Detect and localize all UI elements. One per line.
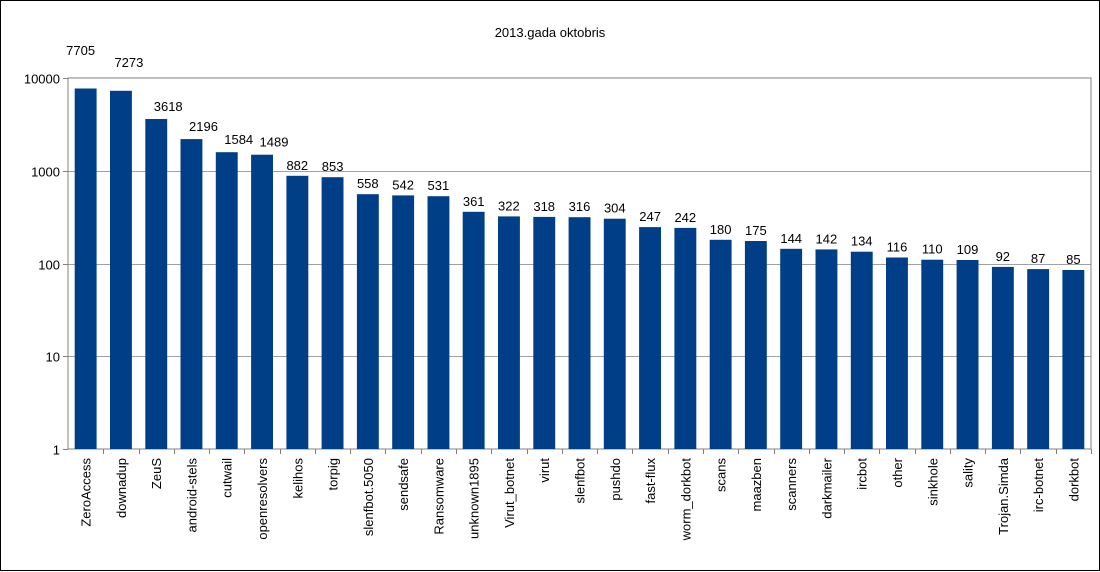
data-label: 110 [922,242,943,257]
x-tick-label: scans [714,458,729,492]
y-tick-label: 10 [46,350,60,365]
x-tick-label: maazben [749,458,764,511]
data-label: 531 [428,178,450,193]
data-labels: 7705 7273 3618 2196 1584 1489 882 853 558 542 531 3… [66,43,1080,267]
x-tick-label: slenfbot.5050 [361,458,376,536]
bar-virut [533,216,556,449]
bar-darkmailer [815,249,838,449]
data-label: 304 [604,201,626,216]
x-tick-label: sality [961,458,976,488]
x-tick-label: virut [537,458,552,483]
data-label: 558 [357,176,379,191]
x-tick-label: openresolvers [255,458,270,540]
bar-openresolvers [251,154,273,449]
x-tick-label: ZeroAccess [79,458,94,527]
x-tick-label: cutwail [220,458,235,498]
x-tick-label: dorkbot [1066,458,1081,502]
bar-irc-botnet [1027,269,1050,449]
bar-downadup [110,90,132,450]
bar-fast-flux [639,227,661,449]
bar-android-stels [180,139,203,449]
data-label: 116 [887,240,908,255]
y-tick-label: 10000 [24,72,60,87]
data-label: 142 [816,231,838,246]
x-tick-label: kelihos [290,458,305,499]
data-label: 853 [322,159,344,174]
bar-zeus [145,119,168,449]
data-label: 318 [533,199,555,214]
x-tick-label: torpig [326,458,341,491]
data-label: 322 [498,198,520,213]
bar-torpig [321,177,344,449]
bar-trojan-simda [991,266,1014,449]
x-tick-label: slenfbot [573,458,588,504]
data-label: 7273 [114,55,143,70]
bar-unknown1895 [462,211,485,449]
data-label: 144 [780,231,802,246]
data-label: 1584 [224,132,253,147]
x-tick-label: sendsafe [396,458,411,511]
bar-worm-dorkbot [674,227,697,449]
data-label: 92 [996,249,1010,264]
y-tick-label: 100 [38,258,60,273]
y-axis: 1 10 100 1000 10000 [24,72,68,458]
x-tick-label: darkmailer [819,457,834,518]
bar-dorkbot [1062,270,1085,449]
x-tick-label: pushdo [608,458,623,501]
x-tick-label: sinkhole [925,458,940,506]
data-label: 3618 [154,99,183,114]
data-label: 316 [569,199,591,214]
bar-ransomware [427,196,450,449]
bar-slenfbot-5050 [356,194,379,449]
x-tick-label: downadup [114,458,129,518]
data-label: 882 [286,158,308,173]
data-label: 7705 [66,43,95,58]
x-tick-label: other [890,457,905,487]
bar-other [886,257,908,449]
data-label: 1489 [260,135,289,150]
chart-title: 2013.gada oktobris [495,25,606,40]
data-label: 85 [1066,252,1080,267]
x-axis: ZeroAccess downadup ZeuS android-stels cutwa… [79,449,1092,541]
x-tick-label: worm_dorkbot [678,458,693,542]
x-tick-label: ZeuS [149,458,164,489]
bar-pushdo [603,218,626,449]
data-label: 247 [639,209,661,224]
data-label: 109 [957,242,979,257]
data-label: 175 [745,223,767,238]
bars [74,88,1085,450]
data-label: 2196 [189,119,218,134]
x-tick-label: ircbot [855,458,870,490]
data-label: 87 [1031,251,1045,266]
x-tick-label: android-stels [185,458,200,533]
data-label: 542 [392,177,414,192]
y-tick-label: 1000 [31,165,60,180]
bar-scans [709,239,732,449]
data-label: 242 [674,210,696,225]
bar-kelihos [286,175,309,450]
x-tick-label: Ransomware [431,458,446,535]
data-label: 361 [463,194,485,209]
data-label: 180 [710,222,732,237]
x-tick-label: irc-botnet [1031,458,1046,513]
bar-scanners [780,248,803,449]
data-label: 134 [851,234,873,249]
bar-zeroaccess [74,88,97,449]
bar-sinkhole [921,259,944,449]
x-tick-label: fast-flux [643,458,658,504]
bar-cutwail [215,152,238,449]
bar-virut-botnet [498,216,520,449]
y-tick-label: 1 [53,443,60,458]
x-tick-label: Virut_botnet [502,458,517,528]
x-tick-label: scanners [784,458,799,511]
x-tick-label: unknown1895 [467,458,482,539]
bar-slenfbot [568,217,591,449]
bar-sality [956,260,979,449]
x-tick-label: Trojan.Simda [996,457,1011,535]
bar-ircbot [850,251,873,449]
bar-sendsafe [392,195,415,449]
bar-maazben [744,241,767,449]
